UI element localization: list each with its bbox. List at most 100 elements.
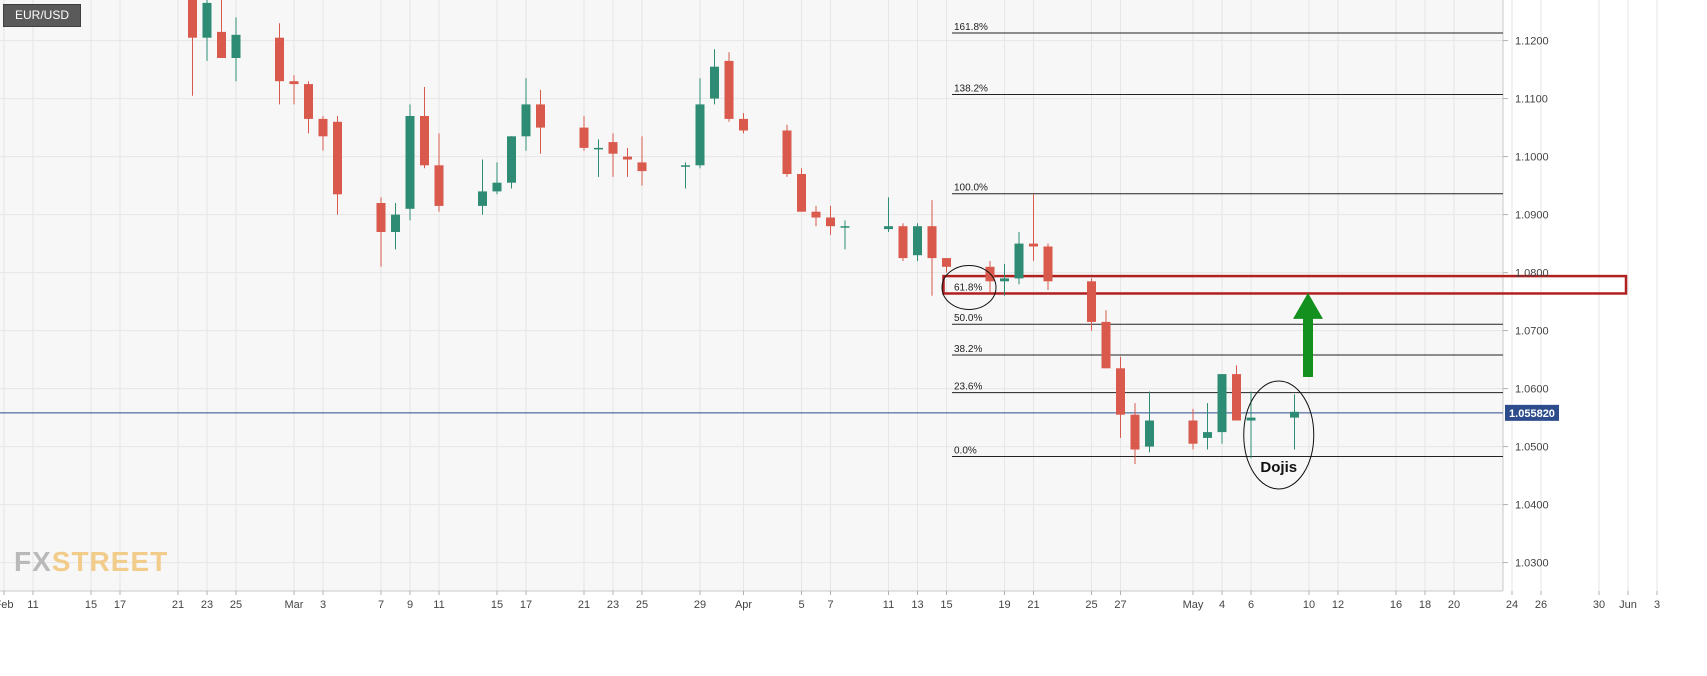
candle-bullish [1203, 432, 1212, 438]
candle-bullish [710, 66, 719, 99]
candle-bullish [1145, 420, 1154, 447]
candle-bearish [376, 203, 386, 232]
candle-bearish [434, 165, 444, 206]
time-tick-label: 21 [1027, 599, 1039, 611]
price-tick-label: 1.0400 [1515, 500, 1549, 512]
candle-bearish [898, 226, 908, 259]
candle-bearish [623, 156, 632, 160]
fib-level-label: 61.8% [954, 282, 982, 293]
time-tick-label: 15 [85, 599, 97, 611]
current-price-badge[interactable] [1505, 404, 1559, 421]
time-tick-label: May [1183, 599, 1204, 611]
candle-bearish [1188, 420, 1198, 444]
time-tick-label: 13 [911, 599, 923, 611]
candle-bearish [579, 127, 589, 148]
fib-level-label: 161.8% [954, 22, 988, 33]
candle-bearish [1101, 321, 1111, 369]
fibonacci-levels: 161.8% 138.2% 100.0% 61.8% 50.0% 38.2% 23.6% 0.… [952, 22, 1503, 457]
price-tick-label: 1.0500 [1515, 442, 1549, 454]
price-axis[interactable]: 1.0300 1.0400 1.0500 1.0600 1.0700 1.0800 1.09… [1503, 36, 1559, 570]
candle-bearish [333, 121, 342, 195]
candle-bearish [739, 118, 748, 131]
candle-bearish [724, 60, 734, 119]
time-tick-label: 15 [491, 599, 503, 611]
candle-bearish [1116, 368, 1125, 415]
candle-bearish [1130, 414, 1140, 450]
fib-level-label: 100.0% [954, 183, 988, 194]
candle-bullish [884, 226, 893, 230]
time-tick-label: 11 [27, 599, 38, 611]
candle-bearish [289, 81, 299, 85]
candle-bullish [1290, 411, 1299, 418]
time-tick-label: 26 [1535, 599, 1547, 611]
time-tick-label: 27 [1114, 599, 1126, 611]
candle-bearish [1232, 374, 1241, 421]
candle-bearish [782, 130, 792, 174]
time-tick-label: 19 [998, 599, 1010, 611]
price-tick-label: 1.1000 [1515, 152, 1549, 164]
time-tick-label: 29 [694, 599, 706, 611]
fib-level-label: 50.0% [954, 313, 982, 324]
candle-bearish [275, 37, 284, 82]
candle-bearish [188, 0, 197, 38]
time-tick-label: 25 [1085, 599, 1097, 611]
time-tick-label: 30 [1593, 599, 1605, 611]
fxstreet-logo: FXSTREET [14, 546, 168, 578]
candle-bearish [927, 226, 937, 259]
fib-level-label: 138.2% [954, 84, 988, 95]
current-price-label: 1.055820 [1509, 408, 1555, 420]
candle-bullish [507, 136, 516, 183]
price-tick-label: 1.1100 [1515, 94, 1548, 106]
time-tick-label: 4 [1219, 599, 1225, 611]
candle-bullish [1246, 417, 1256, 421]
gridlines [0, 0, 1658, 591]
candle-bullish [521, 104, 531, 137]
candle-bearish [637, 162, 647, 172]
time-axis[interactable]: Feb 11 15 17 21 23 25 Mar 3 7 9 11 15 17 21 23 25 29 Apr 5 7… [0, 591, 1707, 611]
time-tick-label: 15 [940, 599, 952, 611]
axis-background [1503, 0, 1707, 671]
time-tick-label: 17 [114, 599, 126, 611]
candle-bearish [1043, 246, 1053, 282]
resistance-zone[interactable] [942, 274, 1628, 295]
candle-bearish [217, 31, 226, 58]
candle-bullish [1014, 243, 1024, 279]
candle-bullish [1217, 374, 1227, 433]
candle-bullish [478, 191, 487, 206]
candle-bullish [202, 2, 212, 38]
candle-bearish [420, 116, 429, 166]
time-tick-label: 11 [883, 599, 894, 611]
candle-bullish [840, 226, 850, 228]
price-tick-label: 1.0600 [1515, 384, 1549, 396]
candle-bearish [608, 142, 618, 154]
time-tick-label: Mar [285, 599, 304, 611]
time-tick-label: 20 [1448, 599, 1460, 611]
up-arrow-icon [1293, 292, 1323, 377]
time-tick-label: 6 [1248, 599, 1254, 611]
price-tick-label: 1.0800 [1515, 268, 1549, 280]
fib-618-highlight-ellipse [941, 264, 997, 310]
fib-level-label: 38.2% [954, 344, 982, 355]
time-tick-label: 7 [827, 599, 833, 611]
time-tick-label: 25 [636, 599, 648, 611]
candle-bearish [811, 211, 821, 218]
time-tick-label: 9 [407, 599, 413, 611]
candle-bearish [1087, 281, 1096, 322]
logo-street: STREET [51, 546, 169, 577]
symbol-badge[interactable]: EUR/USD [3, 4, 81, 27]
time-tick-label: 7 [378, 599, 384, 611]
price-tick-label: 1.0900 [1515, 210, 1549, 222]
candle-bullish [681, 165, 690, 167]
time-tick-label: Feb [0, 599, 13, 611]
time-tick-label: 12 [1332, 599, 1344, 611]
candle-bullish [231, 34, 241, 58]
time-tick-label: 11 [433, 599, 444, 611]
resistance-zone-box[interactable] [942, 274, 1628, 295]
time-tick-label: 5 [798, 599, 804, 611]
fib-level-label: 23.6% [954, 382, 982, 393]
candle-bearish [536, 104, 545, 128]
candle-bearish [826, 217, 835, 227]
candle-bearish [318, 118, 328, 137]
